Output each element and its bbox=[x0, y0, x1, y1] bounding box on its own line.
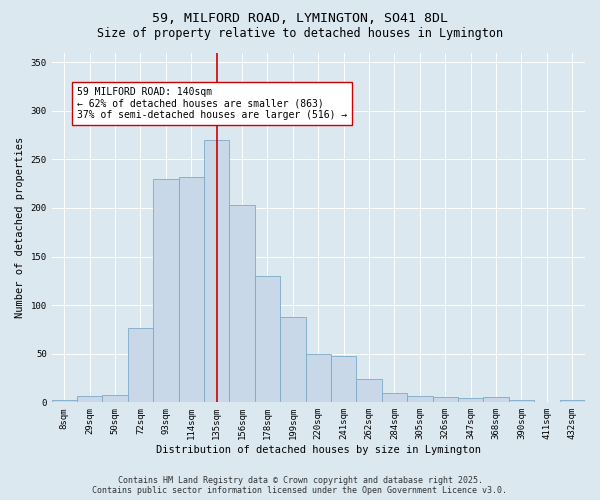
Bar bbox=[356, 379, 382, 402]
Bar bbox=[103, 394, 128, 402]
X-axis label: Distribution of detached houses by size in Lymington: Distribution of detached houses by size … bbox=[156, 445, 481, 455]
Bar bbox=[153, 179, 179, 402]
Bar bbox=[128, 328, 153, 402]
Bar bbox=[204, 140, 229, 402]
Bar bbox=[229, 205, 255, 402]
Bar bbox=[331, 356, 356, 403]
Bar bbox=[484, 398, 509, 402]
Bar bbox=[305, 354, 331, 403]
Text: Contains HM Land Registry data © Crown copyright and database right 2025.
Contai: Contains HM Land Registry data © Crown c… bbox=[92, 476, 508, 495]
Text: 59 MILFORD ROAD: 140sqm
← 62% of detached houses are smaller (863)
37% of semi-d: 59 MILFORD ROAD: 140sqm ← 62% of detache… bbox=[77, 86, 347, 120]
Bar bbox=[179, 177, 204, 402]
Bar bbox=[509, 400, 534, 402]
Text: 59, MILFORD ROAD, LYMINGTON, SO41 8DL: 59, MILFORD ROAD, LYMINGTON, SO41 8DL bbox=[152, 12, 448, 26]
Bar bbox=[77, 396, 103, 402]
Bar bbox=[458, 398, 484, 402]
Bar bbox=[52, 400, 77, 402]
Bar bbox=[407, 396, 433, 402]
Y-axis label: Number of detached properties: Number of detached properties bbox=[15, 137, 25, 318]
Text: Size of property relative to detached houses in Lymington: Size of property relative to detached ho… bbox=[97, 28, 503, 40]
Bar bbox=[280, 317, 305, 402]
Bar bbox=[560, 400, 585, 402]
Bar bbox=[255, 276, 280, 402]
Bar bbox=[382, 392, 407, 402]
Bar bbox=[433, 396, 458, 402]
